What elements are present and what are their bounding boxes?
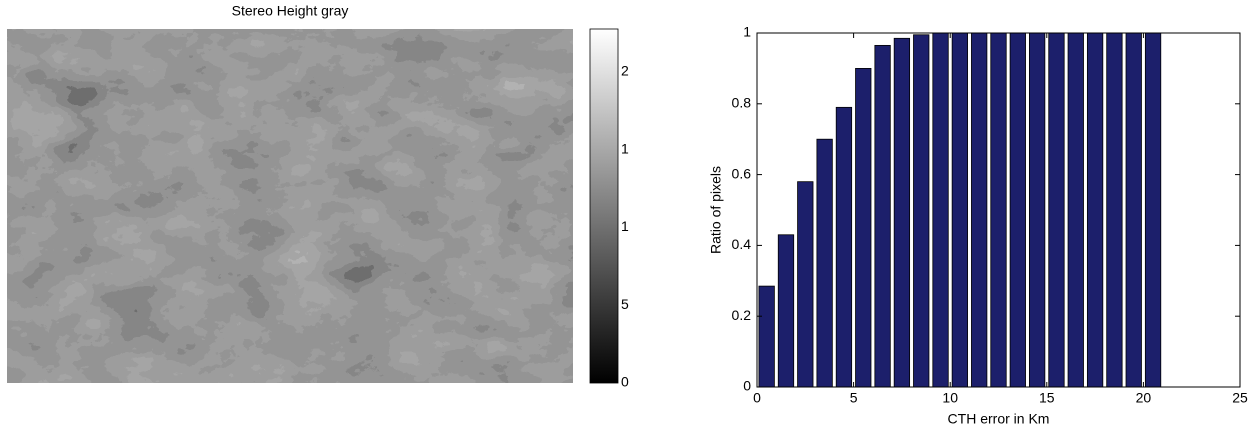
x-tick-label: 10 bbox=[942, 390, 958, 406]
height-map bbox=[7, 29, 573, 383]
y-tick-label: 0.4 bbox=[732, 236, 752, 252]
x-tick-label: 20 bbox=[1136, 390, 1152, 406]
bar bbox=[758, 285, 775, 388]
colorbar-label: 5 bbox=[621, 296, 629, 312]
x-tick-label: 5 bbox=[850, 390, 858, 406]
bar bbox=[1067, 32, 1084, 388]
y-tick-label: 1 bbox=[743, 24, 751, 40]
x-axis-label: CTH error in Km bbox=[948, 411, 1050, 427]
bar bbox=[1125, 32, 1142, 388]
bar bbox=[893, 37, 911, 388]
y-tick-label: 0 bbox=[743, 378, 751, 394]
x-tick-label: 15 bbox=[1039, 390, 1055, 406]
bar bbox=[932, 32, 949, 388]
bar bbox=[1144, 32, 1162, 388]
y-tick-label: 0.6 bbox=[732, 165, 752, 181]
bar bbox=[1086, 32, 1104, 388]
colorbar-label: 1 bbox=[621, 218, 629, 234]
colorbar-label: 1 bbox=[621, 140, 629, 156]
bar bbox=[913, 34, 930, 388]
bar bbox=[971, 32, 988, 388]
y-tick-label: 0.8 bbox=[732, 95, 752, 111]
chart-title: Stereo Height gray bbox=[232, 3, 349, 19]
bar bbox=[1106, 32, 1123, 388]
bar bbox=[990, 32, 1007, 388]
bar bbox=[874, 44, 891, 388]
bar bbox=[835, 106, 853, 388]
bar bbox=[1029, 32, 1046, 388]
bar bbox=[816, 138, 833, 388]
y-tick-label: 0.2 bbox=[732, 307, 752, 323]
bar bbox=[855, 68, 872, 388]
colorbar-label: 2 bbox=[621, 63, 629, 79]
axes-box bbox=[756, 32, 1241, 388]
bar bbox=[777, 234, 795, 388]
colorbar bbox=[589, 28, 619, 384]
y-axis-label: Ratio of pixels bbox=[708, 166, 724, 254]
bar bbox=[1048, 32, 1065, 388]
colorbar-label: 0 bbox=[621, 374, 629, 390]
bar bbox=[1009, 32, 1026, 388]
x-tick-label: 0 bbox=[753, 390, 761, 406]
bar bbox=[951, 32, 968, 388]
bar bbox=[797, 181, 814, 388]
x-tick-label: 25 bbox=[1232, 390, 1248, 406]
